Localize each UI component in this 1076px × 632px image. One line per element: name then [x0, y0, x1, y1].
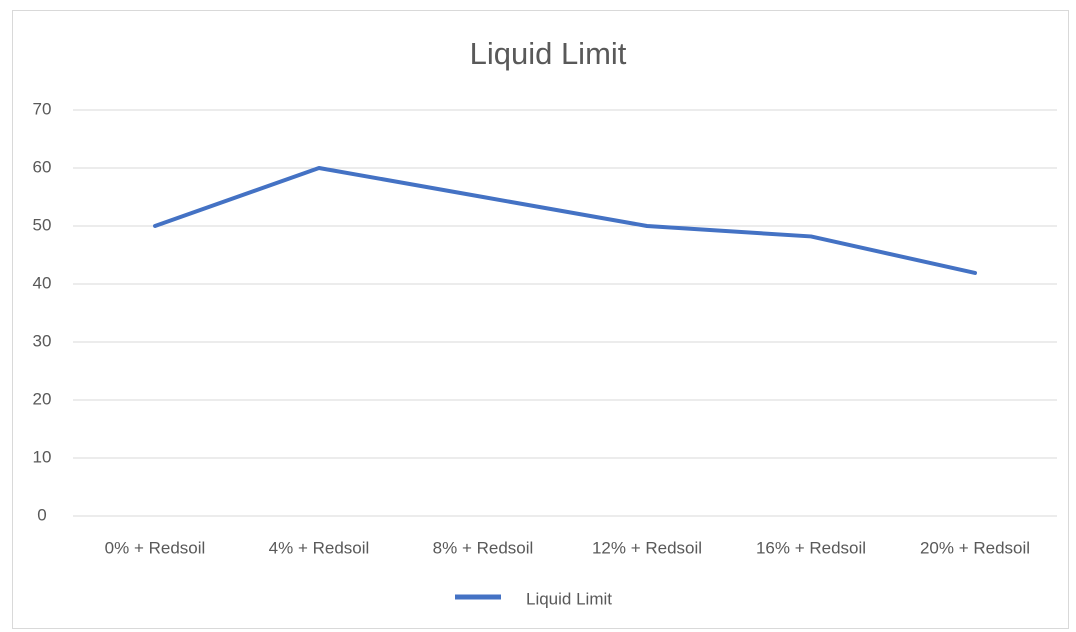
y-tick-label: 30 [33, 331, 52, 350]
y-tick-label: 20 [33, 389, 52, 408]
x-tick-label: 8% + Redsoil [433, 538, 534, 557]
y-tick-label: 50 [33, 215, 52, 234]
y-tick-label: 60 [33, 157, 52, 176]
y-tick-label: 40 [33, 273, 52, 292]
y-tick-label: 0 [37, 505, 46, 524]
x-tick-label: 4% + Redsoil [269, 538, 370, 557]
chart-title: Liquid Limit [470, 36, 627, 71]
y-tick-label: 70 [33, 99, 52, 118]
chart-border [12, 10, 1069, 629]
x-tick-label: 0% + Redsoil [105, 538, 206, 557]
x-tick-label: 20% + Redsoil [920, 538, 1030, 557]
legend-label: Liquid Limit [526, 589, 612, 608]
series-line [153, 166, 977, 275]
x-tick-label: 16% + Redsoil [756, 538, 866, 557]
y-tick-label: 10 [33, 447, 52, 466]
x-tick-label: 12% + Redsoil [592, 538, 702, 557]
